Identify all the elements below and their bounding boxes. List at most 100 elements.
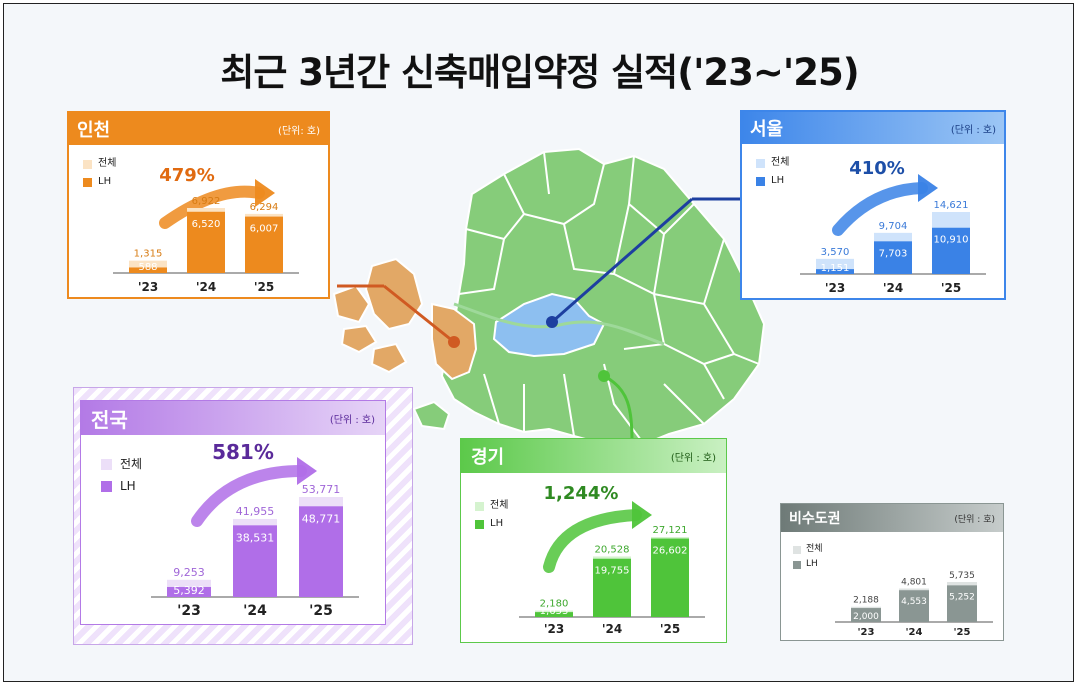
category-label: '24 bbox=[196, 280, 216, 294]
category-label: '25 bbox=[954, 627, 971, 638]
han-river bbox=[453, 302, 665, 346]
bar-lh bbox=[167, 586, 211, 597]
lh-value-label: 26,602 bbox=[653, 546, 688, 557]
total-value-label: 53,771 bbox=[302, 483, 341, 496]
unit-label: (단위 : 호) bbox=[329, 414, 375, 426]
incheon-chart: 479% 1,315 588 '23 6,922 6,520 '24 6,294 6,007 '2… bbox=[113, 165, 299, 294]
lh-value-label: 6,007 bbox=[250, 224, 279, 235]
seoul-chart: 410% 3,570 1,151 '23 9,704 7,703 '24 14,621 10,9… bbox=[800, 158, 986, 295]
panel-title: 서울 bbox=[750, 119, 784, 140]
lh-value-label: 48,771 bbox=[302, 512, 341, 525]
bar-lh bbox=[932, 227, 970, 274]
incheon-panel: 인천 (단위: 호) 전체 LH 479% 1,315 588 '23 6,922 6,5… bbox=[67, 111, 330, 299]
bar-lh bbox=[245, 216, 283, 273]
legend-total: 전체 bbox=[98, 158, 117, 169]
total-value-label: 9,704 bbox=[879, 221, 908, 232]
category-label: '25 bbox=[941, 281, 961, 295]
category-label: '23 bbox=[544, 622, 564, 636]
bar-lh bbox=[651, 538, 689, 617]
legend: 전체 LH bbox=[101, 453, 142, 497]
lh-value-label: 38,531 bbox=[236, 531, 275, 544]
unit-label: (단위 : 호) bbox=[954, 514, 995, 525]
national-chart: 581% 9,253 5,392 '23 41,955 38,531 '24 53,771 48… bbox=[151, 440, 359, 619]
legend-lh: LH bbox=[98, 176, 112, 187]
lh-value-label: 1,151 bbox=[821, 263, 850, 274]
legend-swatch-total bbox=[475, 501, 484, 511]
bar-lh bbox=[874, 241, 912, 274]
bar-lh bbox=[947, 585, 977, 622]
gyeonggi-connector bbox=[603, 374, 634, 445]
growth-arrowhead bbox=[255, 179, 275, 207]
legend-total: 전체 bbox=[120, 457, 143, 471]
total-value-label: 9,253 bbox=[173, 566, 205, 579]
legend: 전체 LH bbox=[756, 154, 789, 190]
bar-lh bbox=[299, 506, 343, 597]
legend-total: 전체 bbox=[490, 500, 509, 511]
legend-total: 전체 bbox=[771, 157, 790, 168]
category-label: '23 bbox=[858, 627, 875, 638]
legend-lh: LH bbox=[490, 518, 504, 529]
growth-arrow bbox=[191, 465, 307, 527]
lh-value-label: 5,392 bbox=[173, 584, 205, 597]
bar-lh bbox=[899, 590, 929, 622]
category-label: '24 bbox=[602, 622, 622, 636]
growth-arrow bbox=[159, 185, 265, 229]
growth-rate: 479% bbox=[159, 165, 215, 186]
total-value-label: 14,621 bbox=[934, 200, 969, 211]
growth-rate: 410% bbox=[849, 158, 905, 179]
legend-swatch-total bbox=[101, 458, 112, 470]
non-capital-panel: 비수도권 (단위 : 호) 전체 LH 2,188 2,000 '23 4,801 4,… bbox=[780, 503, 1004, 641]
bar-lh bbox=[129, 267, 167, 273]
legend-lh: LH bbox=[771, 175, 785, 186]
lh-value-label: 10,910 bbox=[934, 235, 969, 246]
gyeonggi-panel: 경기 (단위 : 호) 전체 LH 1,244% 2,180 1,653 '23 20,… bbox=[460, 438, 727, 643]
panel-title: 전국 bbox=[91, 407, 128, 432]
category-label: '23 bbox=[138, 280, 158, 294]
bar-lh bbox=[593, 558, 631, 617]
total-value-label: 41,955 bbox=[236, 505, 275, 518]
category-label: '24 bbox=[883, 281, 903, 295]
panel-title: 비수도권 bbox=[789, 511, 841, 527]
total-value-label: 3,570 bbox=[821, 247, 850, 258]
lh-value-label: 6,520 bbox=[192, 219, 221, 230]
growth-arrow bbox=[543, 509, 642, 573]
lh-value-label: 2,000 bbox=[853, 612, 879, 622]
bar-lh bbox=[187, 211, 225, 273]
legend-swatch-lh bbox=[83, 177, 92, 187]
legend-swatch-lh bbox=[756, 176, 765, 186]
legend: 전체 LH bbox=[793, 542, 823, 572]
total-value-label: 4,801 bbox=[901, 578, 927, 588]
seoul-marker bbox=[546, 316, 558, 328]
growth-arrowhead bbox=[632, 501, 652, 529]
category-label: '25 bbox=[309, 603, 333, 619]
category-label: '23 bbox=[177, 603, 201, 619]
national-panel: 전국 (단위 : 호) 전체 LH 581% 9,253 5,392 '23 41,95… bbox=[80, 400, 386, 625]
total-value-label: 27,121 bbox=[653, 525, 688, 536]
legend-swatch-lh bbox=[101, 480, 112, 492]
lh-value-label: 588 bbox=[138, 262, 157, 273]
non-capital-chart: 2,188 2,000 '23 4,801 4,553 '24 5,735 5,252 '25 bbox=[835, 571, 993, 638]
legend-lh: LH bbox=[120, 479, 136, 493]
unit-label: (단위: 호) bbox=[278, 125, 320, 137]
total-value-label: 2,188 bbox=[853, 596, 879, 606]
legend-lh: LH bbox=[806, 559, 818, 569]
gyeonggi-map bbox=[440, 147, 766, 445]
bar-lh bbox=[535, 612, 573, 617]
growth-arrowhead bbox=[297, 457, 317, 485]
legend-swatch-total bbox=[756, 158, 765, 168]
growth-rate: 1,244% bbox=[544, 483, 619, 504]
panel-title: 인천 bbox=[77, 120, 111, 141]
seoul-connector bbox=[551, 197, 693, 324]
bar-lh bbox=[233, 525, 277, 597]
growth-arrowhead bbox=[918, 174, 938, 202]
total-value-label: 6,294 bbox=[250, 202, 279, 213]
lh-value-label: 1,653 bbox=[540, 606, 569, 617]
category-label: '25 bbox=[660, 622, 680, 636]
legend-swatch-total bbox=[793, 545, 801, 554]
category-label: '24 bbox=[243, 603, 267, 619]
capital-region-map bbox=[332, 147, 766, 445]
legend: 전체 LH bbox=[475, 497, 508, 533]
legend-swatch-total bbox=[83, 159, 92, 169]
legend-total: 전체 bbox=[806, 544, 823, 554]
